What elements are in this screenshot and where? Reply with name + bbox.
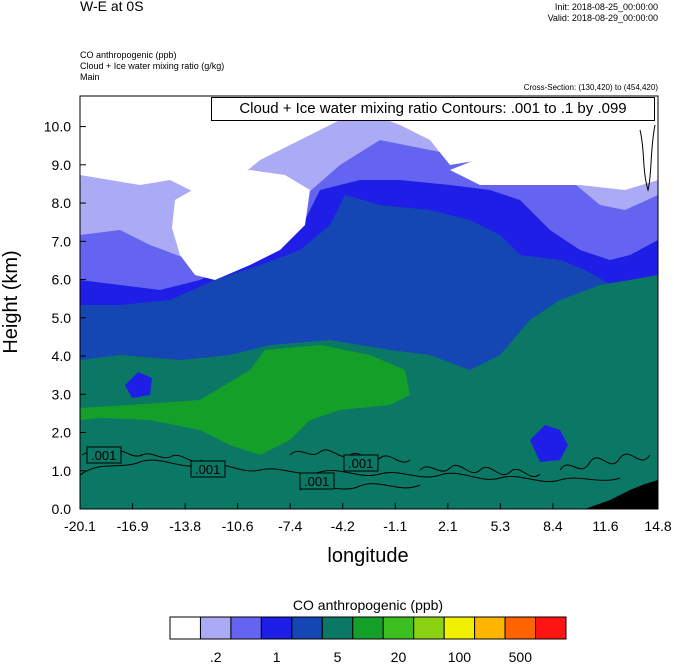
colorbar-tick-label: 5	[334, 649, 342, 665]
colorbar-swatch	[291, 616, 323, 640]
field-blue-patch-left	[125, 372, 152, 398]
colorbar-tick-label: 1	[273, 649, 281, 665]
x-tick-label: 5.3	[491, 518, 511, 534]
colorbar-swatch	[382, 616, 415, 640]
y-tick-label: 8.0	[52, 195, 72, 211]
contour-line	[80, 459, 621, 482]
field-info: CO anthropogenic (ppb) Cloud + Ice water…	[80, 50, 224, 83]
colorbar-swatch	[474, 616, 506, 640]
y-tick-label: 3.0	[52, 386, 72, 402]
x-tick-label: -20.1	[64, 518, 96, 534]
x-tick-label: 2.1	[438, 518, 458, 534]
contour-label-box	[190, 460, 226, 478]
colorbar-swatch	[260, 616, 293, 640]
colorbar-swatch	[199, 616, 232, 640]
y-tick-label: 4.0	[52, 348, 72, 364]
init-time: Init: 2018-08-25_00:00:00	[554, 2, 658, 12]
field-teal-lower	[80, 440, 658, 509]
colorbar-swatch	[169, 616, 201, 640]
colorbar-tick-label: 500	[509, 649, 533, 665]
y-tick-label: 9.0	[52, 157, 72, 173]
colorbar-swatch	[352, 616, 384, 640]
terrain	[585, 480, 658, 509]
field-green	[80, 345, 410, 455]
x-tick-label: -4.2	[331, 518, 355, 534]
field-main-label: Main	[80, 72, 100, 82]
colorbar-swatch	[443, 616, 476, 640]
field-blue-patch	[530, 425, 568, 462]
contour-labels: .001 .001 .001 .001	[86, 446, 379, 490]
contour-line	[559, 453, 651, 471]
contour-label-box	[343, 454, 379, 472]
colorbar: .2 1 5 20 100 500	[169, 616, 567, 665]
y-tick-label: 2.0	[52, 425, 72, 441]
y-tick-label: 1.0	[52, 463, 72, 479]
contour-info-box: Cloud + Ice water mixing ratio Contours:…	[211, 97, 655, 121]
colorbar-swatch	[321, 616, 354, 640]
y-tick-label: 10.0	[44, 119, 71, 135]
y-axis: 0.0 1.0 2.0 3.0 4.0 5.0 6.0 7.0 8.0 9.0 10.0	[44, 119, 86, 517]
x-axis: -20.1 -16.9 -13.8 -10.6 -7.4 -4.2 -1.1 2.1 5.3 8.…	[64, 503, 672, 534]
colorbar-tick-label: 100	[448, 649, 472, 665]
x-axis-label: longitude	[327, 545, 408, 567]
heatmap-field	[80, 96, 658, 509]
y-tick-label: 7.0	[52, 233, 72, 249]
plot-title: W-E at 0S	[80, 0, 144, 14]
colorbar-swatch	[535, 616, 567, 640]
cloud-contours	[80, 124, 656, 491]
colorbar-tick-label: 20	[391, 649, 407, 665]
x-tick-label: -13.8	[169, 518, 201, 534]
contour-line	[639, 124, 656, 192]
valid-time: Valid: 2018-08-29_00:00:00	[547, 13, 658, 23]
contour-label: .001	[304, 474, 329, 489]
field-cloud-label: Cloud + Ice water mixing ratio (g/kg)	[80, 61, 225, 71]
x-tick-label: -1.1	[383, 518, 407, 534]
y-tick-label: 5.0	[52, 310, 72, 326]
y-tick-label: 6.0	[52, 272, 72, 288]
contour-label: .001	[91, 448, 116, 463]
field-white-right	[450, 110, 658, 190]
y-tick-label: 0.0	[52, 501, 72, 517]
contour-label: .001	[195, 462, 220, 477]
field-co-label: CO anthropogenic (ppb)	[80, 50, 177, 60]
colorbar-swatch	[413, 616, 445, 640]
field-white-cloud	[172, 170, 310, 280]
colorbar-swatch	[230, 616, 262, 640]
y-axis-label: Height (km)	[0, 250, 22, 353]
contour-line	[419, 465, 541, 477]
x-tick-label: -10.6	[222, 518, 254, 534]
colorbar-swatch	[504, 616, 537, 640]
colorbar-tick-label: .2	[210, 649, 222, 665]
plot-frame	[79, 95, 659, 510]
x-tick-label: 11.6	[592, 518, 618, 534]
x-tick-label: 14.8	[644, 518, 671, 534]
x-tick-label: 8.4	[543, 518, 563, 534]
contour-label-box	[299, 472, 335, 490]
colorbar-title: CO anthropogenic (ppb)	[293, 597, 443, 613]
contour-label-box	[86, 446, 122, 464]
x-tick-label: -16.9	[117, 518, 149, 534]
x-tick-label: -7.4	[278, 518, 302, 534]
cross-section-label: Cross-Section: (130,420) to (454,420)	[523, 83, 658, 92]
time-info: Init: 2018-08-25_00:00:00 Valid: 2018-08…	[548, 2, 658, 24]
contour-label: .001	[348, 456, 373, 471]
